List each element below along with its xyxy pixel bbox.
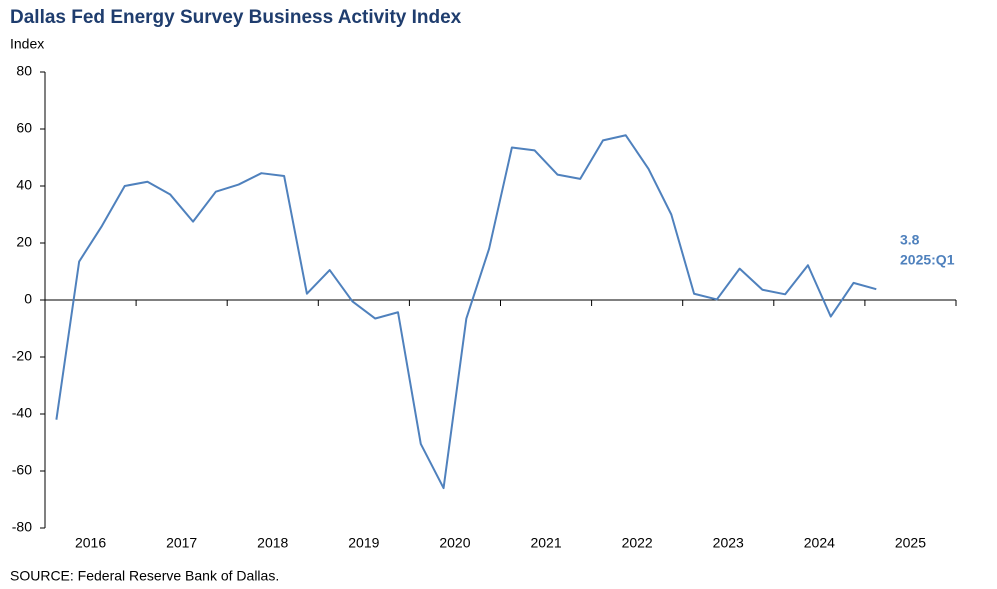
x-tick-label: 2022 (622, 535, 653, 551)
y-tick-label: 20 (16, 234, 32, 250)
x-tick-label: 2019 (348, 535, 379, 551)
source-note: SOURCE: Federal Reserve Bank of Dallas. (10, 568, 279, 584)
x-tick-label: 2024 (804, 535, 835, 551)
x-tick-label: 2018 (257, 535, 288, 551)
y-tick-label: -60 (12, 462, 32, 478)
data-line (55, 134, 877, 490)
x-tick-label: 2017 (166, 535, 197, 551)
y-tick-label: 60 (16, 120, 32, 136)
y-tick-label: -40 (12, 405, 32, 421)
y-tick-label: 80 (16, 63, 32, 79)
y-tick-label: -80 (12, 519, 32, 535)
annotation: 2025:Q1 (900, 252, 955, 268)
x-tick-label: 2023 (713, 535, 744, 551)
chart-title: Dallas Fed Energy Survey Business Activi… (10, 7, 462, 28)
y-tick-label: 0 (24, 291, 32, 307)
x-tick-label: 2021 (530, 535, 561, 551)
y-tick-label: 40 (16, 177, 32, 193)
y-tick-label: -20 (12, 348, 32, 364)
x-tick-label: 2020 (439, 535, 470, 551)
y-axis-label: Index (10, 36, 44, 52)
x-tick-label: 2016 (75, 535, 106, 551)
value-label: 3.8 (900, 232, 920, 248)
x-tick-label: 2025 (895, 535, 926, 551)
